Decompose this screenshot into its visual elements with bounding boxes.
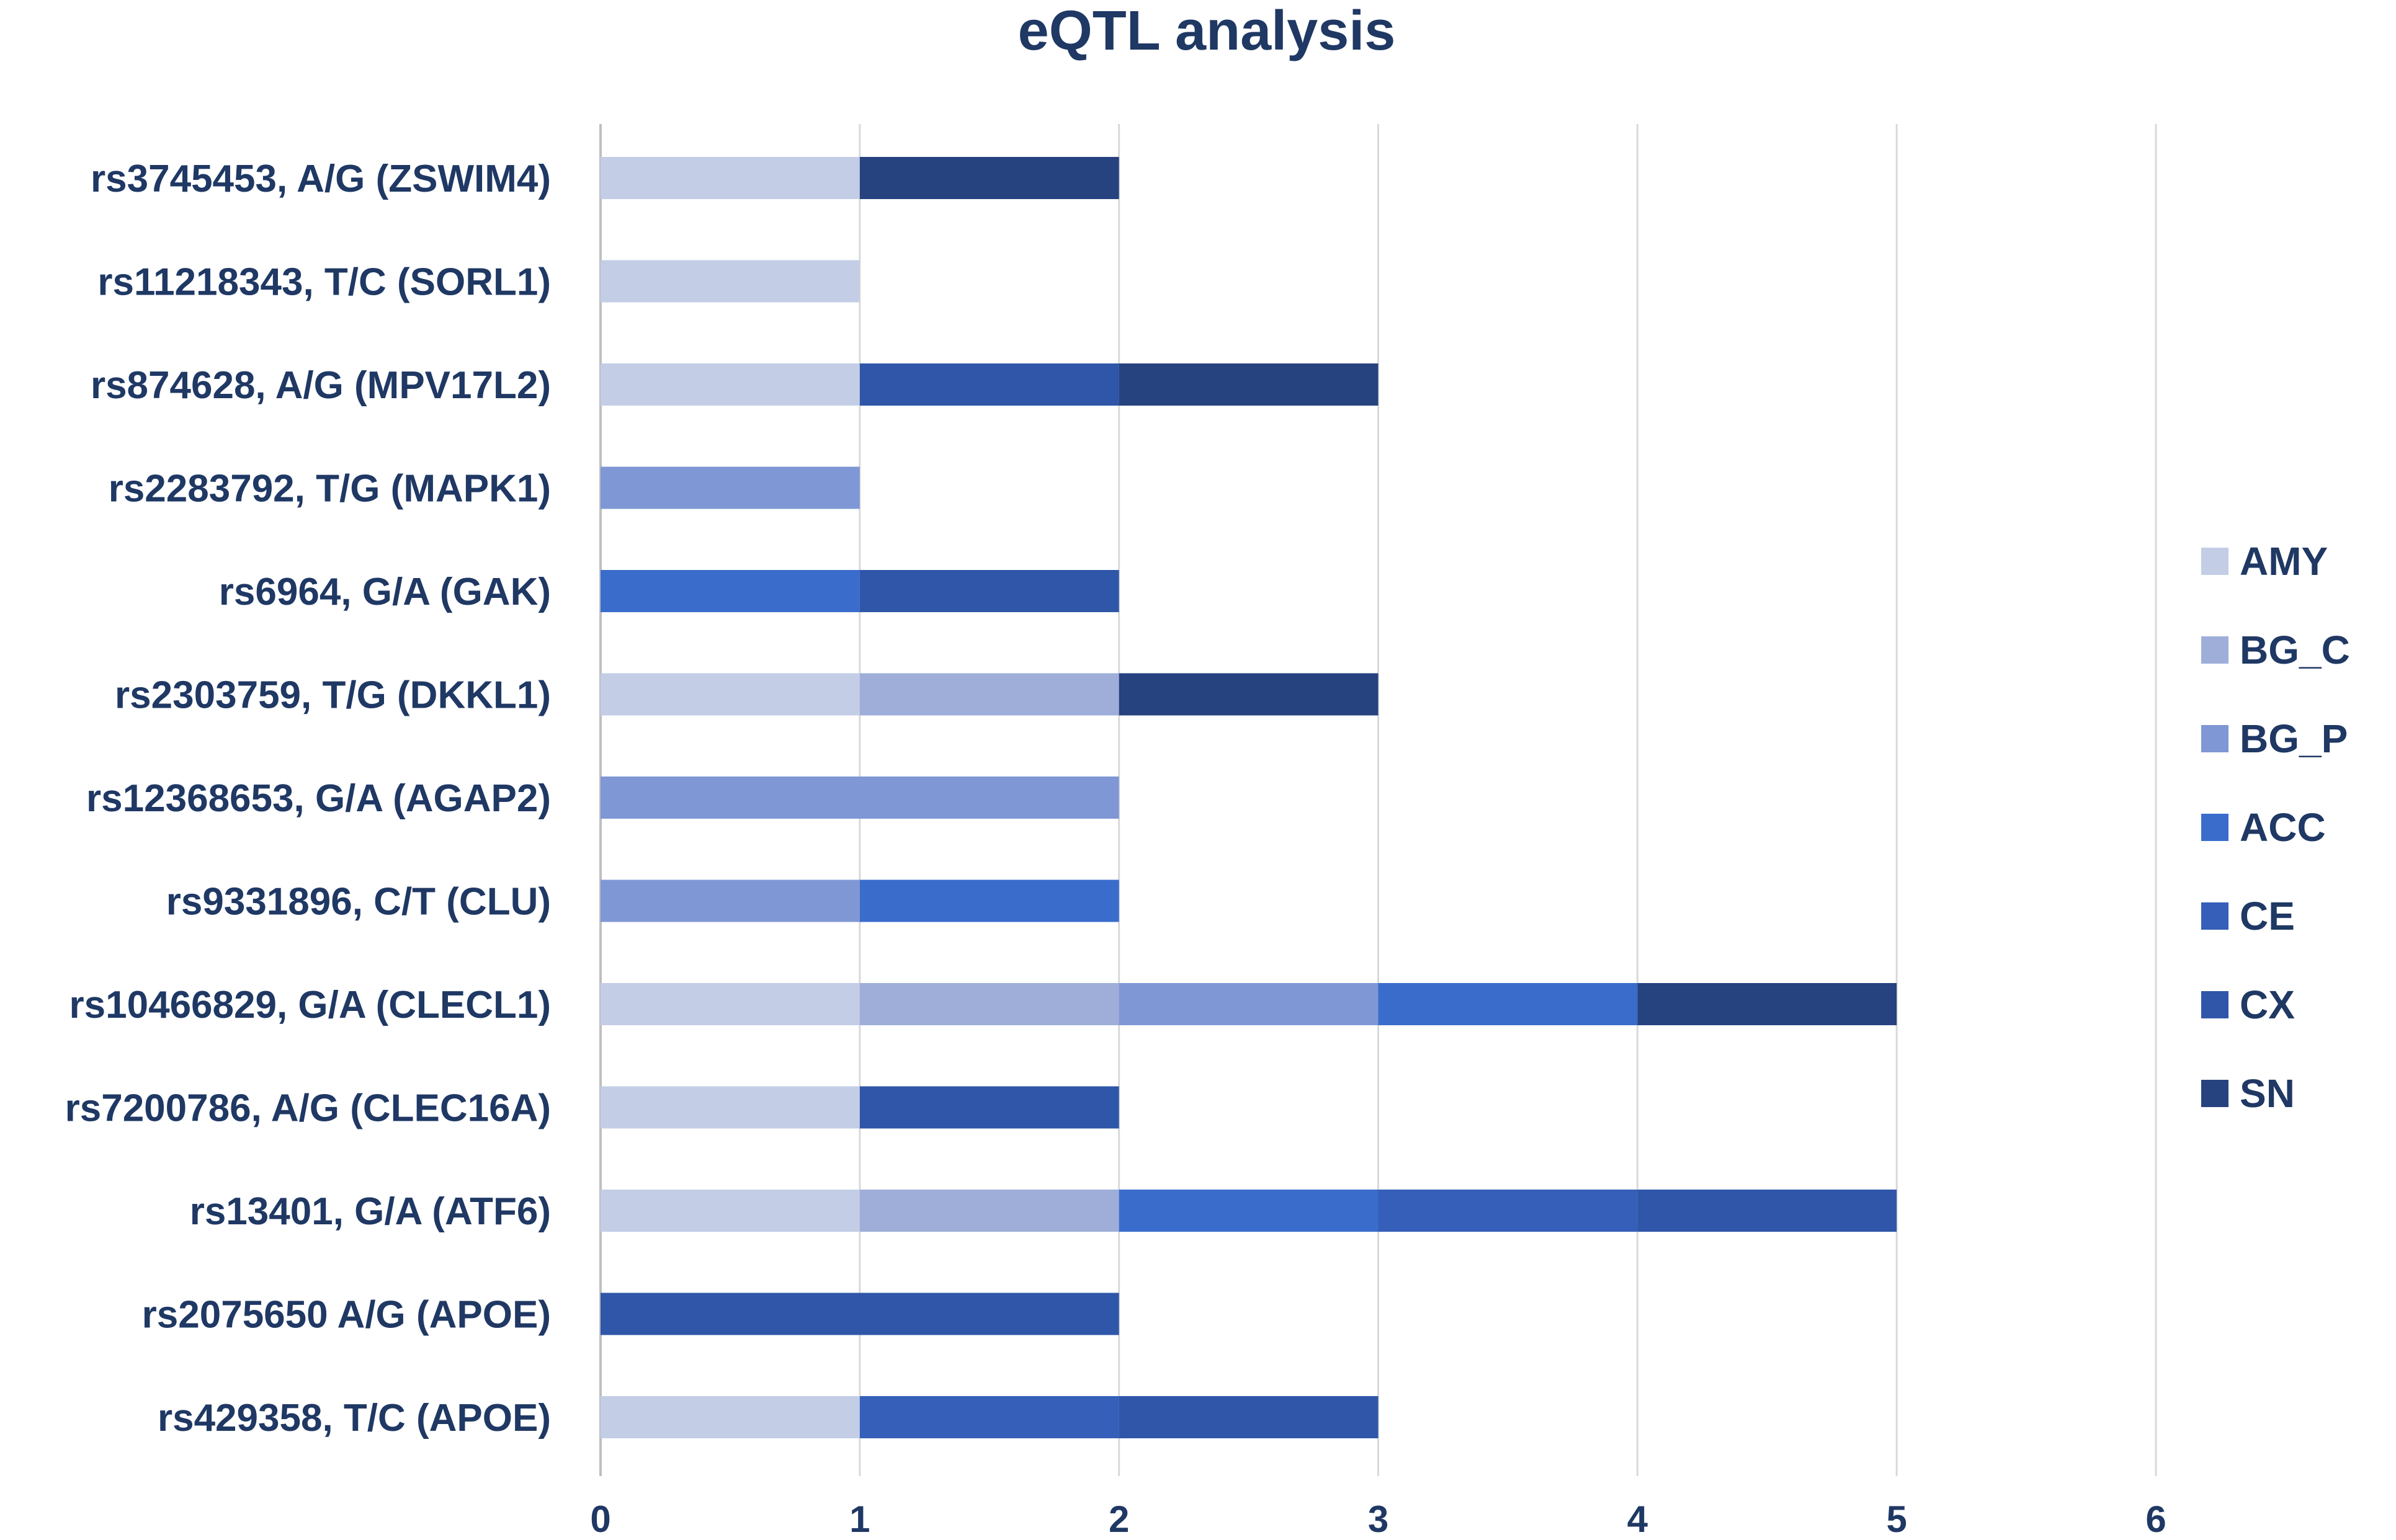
- legend-label: CX: [2240, 982, 2295, 1027]
- bars: [601, 157, 1897, 1438]
- x-tick-label: 5: [1886, 1498, 1907, 1540]
- bar-ce: [859, 1396, 1119, 1438]
- category-label: rs7200786, A/G (CLEC16A): [65, 1087, 551, 1130]
- category-labels: rs3745453, A/G (ZSWIM4) rs11218343, T/C (…: [65, 158, 551, 1440]
- bar-bg-p: [1119, 983, 1379, 1025]
- bar-bg-p: [601, 777, 1119, 819]
- category-label: rs9331896, C/T (CLU): [166, 881, 551, 924]
- bar-cx: [859, 363, 1119, 406]
- x-tick-label: 4: [1627, 1498, 1648, 1540]
- legend-swatch-ce: [2201, 902, 2228, 930]
- legend: AMY BG_C BG_P ACC CE CX SN: [2201, 539, 2350, 1116]
- bar-ce: [1378, 1190, 1638, 1232]
- category-label: rs2303759, T/G (DKKL1): [115, 674, 551, 717]
- legend-label: ACC: [2240, 805, 2326, 850]
- bar-cx: [859, 570, 1119, 612]
- x-tick-labels: 0 1 2 3 4 5 6: [590, 1498, 2166, 1540]
- legend-label: BG_P: [2240, 716, 2348, 761]
- category-label: rs13401, G/A (ATF6): [190, 1190, 551, 1233]
- category-label: rs2075650 A/G (APOE): [142, 1294, 551, 1337]
- legend-swatch-bg-p: [2201, 725, 2228, 752]
- bar-sn: [1119, 363, 1379, 406]
- bar-bg-c: [859, 983, 1119, 1025]
- legend-label: AMY: [2240, 539, 2328, 584]
- bar-acc: [859, 879, 1119, 922]
- category-label: rs10466829, G/A (CLECL1): [69, 984, 551, 1026]
- legend-swatch-bg-c: [2201, 636, 2228, 664]
- bar-acc: [1378, 983, 1638, 1025]
- bar-amy: [601, 983, 860, 1025]
- bar-amy: [601, 157, 860, 199]
- bar-cx: [1637, 1190, 1897, 1232]
- category-label: rs3745453, A/G (ZSWIM4): [91, 158, 551, 200]
- legend-label: SN: [2240, 1071, 2295, 1116]
- x-tick-label: 3: [1368, 1498, 1388, 1540]
- category-label: rs6964, G/A (GAK): [219, 571, 551, 613]
- bar-acc: [1119, 1190, 1379, 1232]
- category-label: rs2283792, T/G (MAPK1): [109, 468, 551, 510]
- bar-bg-c: [859, 673, 1119, 716]
- bar-bg-c: [859, 1190, 1119, 1232]
- legend-label: BG_C: [2240, 628, 2350, 672]
- category-label: rs874628, A/G (MPV17L2): [91, 364, 551, 407]
- legend-label: CE: [2240, 894, 2295, 938]
- x-tick-label: 0: [590, 1498, 610, 1540]
- category-label: rs429358, T/C (APOE): [158, 1397, 551, 1440]
- bar-amy: [601, 363, 860, 406]
- bar-sn: [1637, 983, 1897, 1025]
- bar-bg-p: [601, 879, 860, 922]
- bar-cx: [601, 1293, 1119, 1335]
- x-tick-label: 6: [2145, 1498, 2166, 1540]
- bar-bg-p: [601, 466, 860, 509]
- bar-cx: [1119, 1396, 1379, 1438]
- bar-sn: [859, 157, 1119, 199]
- legend-swatch-sn: [2201, 1080, 2228, 1107]
- legend-swatch-cx: [2201, 991, 2228, 1018]
- chart-title: eQTL analysis: [1018, 0, 1396, 62]
- x-tick-label: 1: [849, 1498, 870, 1540]
- bar-cx: [859, 1086, 1119, 1129]
- bar-sn: [1119, 673, 1379, 716]
- x-tick-label: 2: [1109, 1498, 1129, 1540]
- bar-amy: [601, 260, 860, 303]
- legend-swatch-amy: [2201, 548, 2228, 575]
- category-label: rs11218343, T/C (SORL1): [97, 261, 551, 304]
- bar-acc: [601, 570, 860, 612]
- bar-amy: [601, 1190, 860, 1232]
- legend-swatch-acc: [2201, 814, 2228, 841]
- gridlines: [599, 124, 2157, 1476]
- bar-amy: [601, 1396, 860, 1438]
- category-label: rs12368653, G/A (AGAP2): [86, 777, 551, 820]
- bar-amy: [601, 673, 860, 716]
- bar-amy: [601, 1086, 860, 1129]
